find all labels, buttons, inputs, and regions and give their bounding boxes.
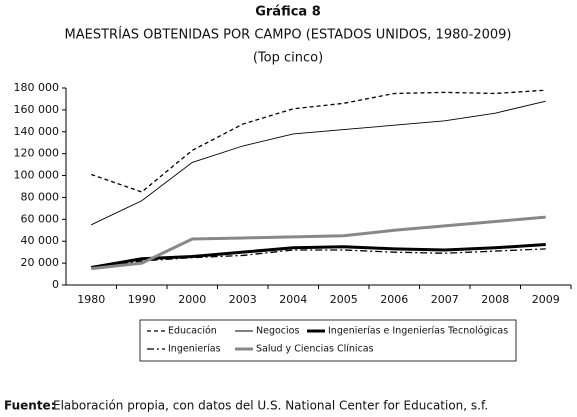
y-tick-label: 120 000: [14, 147, 60, 160]
y-tick-label: 0: [52, 278, 59, 291]
series-line: [91, 215, 546, 271]
legend-label: Educación: [168, 326, 217, 337]
x-tick-label: 2006: [380, 293, 408, 306]
legend-label: Ingenierías e Ingenierías Tecnológicas: [328, 326, 508, 337]
legend-box: [139, 319, 517, 362]
legend-label: Ingenierías: [168, 344, 221, 355]
series-line: [91, 100, 546, 226]
source-label: Fuente:: [4, 399, 56, 413]
y-tick-label: 100 000: [14, 169, 60, 182]
y-tick-label: 160 000: [14, 103, 60, 116]
x-tick-label: 2007: [431, 293, 459, 306]
y-tick-label: 40 000: [21, 234, 60, 247]
x-tick-label: 2008: [481, 293, 509, 306]
series-line: [91, 248, 546, 270]
x-tick-label: 2005: [330, 293, 358, 306]
y-tick-label: 60 000: [21, 212, 60, 225]
legend-label: Negocios: [256, 326, 299, 337]
chart-note: (Top cinco): [253, 51, 323, 66]
chart-subtitle: MAESTRÍAS OBTENIDAS POR CAMPO (ESTADOS U…: [65, 27, 512, 43]
y-tick-label: 80 000: [21, 190, 60, 203]
y-tick-label: 140 000: [14, 125, 60, 138]
x-tick-label: 2000: [178, 293, 206, 306]
x-tick-label: 2009: [532, 293, 560, 306]
legend-label: Salud y Ciencias Clínicas: [256, 344, 374, 355]
y-tick-label: 180 000: [14, 81, 60, 94]
x-tick-label: 2003: [229, 293, 257, 306]
series-line: [91, 89, 546, 193]
series-line: [90, 243, 546, 269]
x-tick-label: 2004: [279, 293, 307, 306]
x-tick-label: 1990: [128, 293, 156, 306]
y-tick-label: 20 000: [21, 256, 60, 269]
source-text: Elaboración propia, con datos del U.S. N…: [53, 399, 488, 413]
x-tick-label: 1980: [77, 293, 105, 306]
chart-title: Gráfica 8: [255, 5, 321, 20]
